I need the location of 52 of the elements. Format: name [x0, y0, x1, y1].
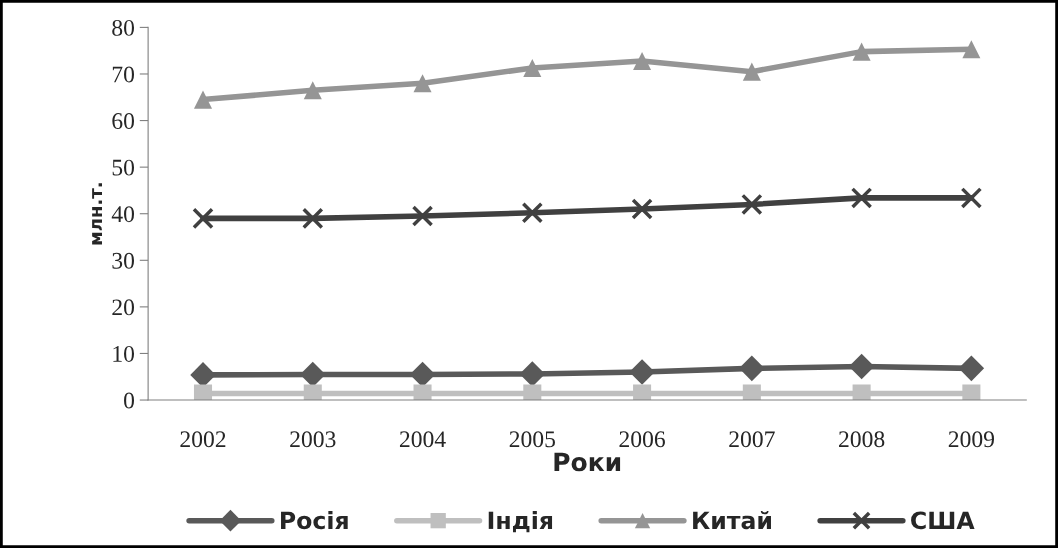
x-tick-label: 2007 [729, 431, 775, 448]
point [521, 202, 544, 224]
point [852, 384, 871, 401]
y-tick-label: 80 [112, 19, 135, 36]
x-tick-label: 2002 [180, 431, 226, 448]
point [742, 384, 761, 401]
point [303, 384, 322, 401]
y-tick-label: 0 [124, 392, 135, 409]
point [193, 90, 213, 109]
y-tick-label: 20 [112, 299, 135, 316]
x-tick-label: 2008 [839, 431, 885, 448]
point [413, 384, 432, 401]
point [958, 355, 985, 382]
legend-label: Індія [488, 510, 553, 533]
y-tick-label: 40 [111, 206, 135, 223]
y-axis-title: млн.т. [92, 183, 102, 245]
x-tick-label: 2006 [619, 431, 665, 448]
y-tick-label: 10 [113, 345, 135, 362]
x-tick-label: 2005 [509, 431, 555, 448]
point [962, 384, 981, 401]
x-tick-label: 2004 [399, 431, 446, 448]
point [633, 51, 652, 70]
point [192, 207, 214, 230]
point [741, 193, 763, 216]
point [411, 205, 434, 227]
legend-label: Китай [693, 510, 771, 530]
point [629, 359, 655, 385]
point [633, 384, 652, 401]
point [852, 42, 871, 61]
x-axis-title: Роки [554, 452, 621, 472]
y-tick-label: 30 [112, 252, 135, 269]
point [193, 384, 213, 401]
point [631, 198, 653, 220]
point [303, 81, 322, 100]
legend-label: США [911, 511, 975, 530]
point [739, 355, 765, 382]
point [523, 58, 542, 77]
x-tick-label: 2009 [948, 431, 995, 448]
point [960, 187, 983, 209]
legend-label: Росія [281, 510, 348, 530]
point [519, 361, 546, 387]
point [523, 384, 542, 401]
y-tick-label: 60 [112, 113, 135, 129]
y-tick-label: 70 [112, 66, 135, 83]
point [962, 40, 981, 59]
point [742, 62, 761, 81]
x-tick-label: 2003 [290, 431, 336, 448]
point [848, 353, 875, 380]
point [850, 187, 873, 209]
point [302, 207, 324, 230]
y-tick-label: 50 [112, 159, 135, 176]
point [413, 74, 432, 93]
